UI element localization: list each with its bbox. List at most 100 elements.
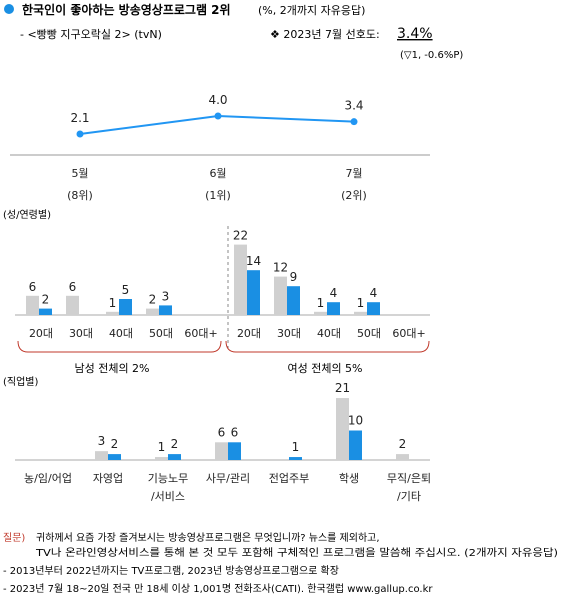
gender-bar-value: 9 xyxy=(290,270,298,284)
gender-bar xyxy=(39,308,52,315)
gender-bar-value: 6 xyxy=(69,280,77,294)
occupation-bar-value: 6 xyxy=(218,425,226,439)
occupation-tick-label: 자영업 xyxy=(93,472,123,485)
occupation-bar xyxy=(396,454,409,460)
rank-sublabel: (8위) xyxy=(67,189,93,202)
female-total-label: 여성 전체의 5% xyxy=(287,362,362,375)
occupation-bar-value: 21 xyxy=(335,381,350,395)
gender-bar-value: 6 xyxy=(29,280,37,294)
footnote-2: - 2023년 7월 18~20일 전국 만 18세 이상 1,001명 전화조… xyxy=(3,583,433,595)
gender-bar-value: 1 xyxy=(317,296,325,310)
age-tick-label: 40대 xyxy=(109,327,133,340)
gender-bar-value: 3 xyxy=(162,289,170,303)
preference-value: 3.4% xyxy=(397,26,433,42)
question-line-2: TV나 온라인영상서비스를 통해 본 것 모두 포함해 구체적인 프로그램을 말… xyxy=(35,546,558,559)
occupation-tick-label: 농/임/어업 xyxy=(24,472,72,485)
gender-bar xyxy=(367,302,380,315)
gender-bar xyxy=(274,276,287,315)
gender-bar-value: 4 xyxy=(330,286,338,300)
occupation-bar-value: 10 xyxy=(348,414,363,428)
gender-bar-value: 2 xyxy=(149,293,157,307)
trend-value-label: 2.1 xyxy=(70,111,89,125)
age-tick-label: 20대 xyxy=(29,327,53,340)
occupation-bar xyxy=(289,457,302,460)
question-label: 질문) xyxy=(3,532,25,544)
occupation-tick-label-cont: /서비스 xyxy=(151,490,185,503)
occupation-section-label: (직업별) xyxy=(3,375,39,388)
gender-bar-value: 5 xyxy=(122,283,130,297)
age-tick-label: 20대 xyxy=(237,327,261,340)
preference-label: ❖ 2023년 7월 선호도: xyxy=(270,28,380,41)
occupation-tick-label: 학생 xyxy=(339,472,359,485)
gender-bar xyxy=(119,299,132,315)
occupation-bar xyxy=(228,442,241,460)
gender-bar xyxy=(159,305,172,315)
program-name: - <빵빵 지구오락실 2> (tvN) xyxy=(20,28,162,41)
occupation-bar xyxy=(336,398,349,460)
chart-title-note: (%, 2개까지 자유응답) xyxy=(258,4,365,17)
gender-age-section-label: (성/연령별) xyxy=(3,209,51,221)
gender-bar-value: 12 xyxy=(273,261,288,275)
trend-point-1 xyxy=(214,112,222,120)
occupation-bar xyxy=(108,454,121,460)
rank-sublabel: (2위) xyxy=(341,189,367,202)
occupation-bar-value: 2 xyxy=(399,437,407,451)
age-tick-label: 60대+ xyxy=(184,327,217,340)
chart-title: 한국인이 좋아하는 방송영상프로그램 2위 xyxy=(22,2,231,17)
gender-bar xyxy=(287,286,300,315)
gender-bar xyxy=(66,295,79,315)
age-tick-label: 30대 xyxy=(69,327,93,340)
occupation-bar-value: 6 xyxy=(231,425,239,439)
gender-bar-value: 4 xyxy=(370,286,378,300)
occupation-tick-label: 무직/은퇴 xyxy=(387,472,431,485)
occupation-tick-label: 사무/관리 xyxy=(206,472,250,485)
rank-sublabel: (1위) xyxy=(205,189,231,202)
line-chart: 2.1 5월 (8위) 4.0 6월 (1위) 3.4 7월 (2위) xyxy=(67,93,367,202)
gender-bar xyxy=(314,311,327,315)
gender-bar xyxy=(146,308,159,315)
month-tick-label: 7월 xyxy=(345,167,362,180)
occupation-bar xyxy=(215,442,228,460)
age-tick-label: 50대 xyxy=(357,327,381,340)
gender-bar-value: 14 xyxy=(246,254,261,268)
occupation-bar xyxy=(95,451,108,460)
occupation-bar-value: 3 xyxy=(98,434,106,448)
gender-bar-value: 2 xyxy=(42,293,50,307)
gender-bar-value: 1 xyxy=(357,296,365,310)
gender-bar xyxy=(354,311,367,315)
footnote-1: - 2013년부터 2022년까지는 TV프로그램, 2023년 방송영상프로그… xyxy=(3,565,339,577)
occupation-bar-value: 1 xyxy=(292,440,300,454)
month-tick-label: 5월 xyxy=(71,167,88,180)
trend-value-label: 3.4 xyxy=(344,99,363,113)
occupation-bar xyxy=(155,457,168,460)
title-bullet-icon xyxy=(4,4,14,14)
age-tick-label: 40대 xyxy=(317,327,341,340)
gender-bar xyxy=(26,295,39,315)
occupation-bar xyxy=(349,430,362,460)
age-tick-label: 60대+ xyxy=(392,327,425,340)
occupation-tick-label: 기능노무 xyxy=(148,472,188,485)
age-tick-label: 50대 xyxy=(149,327,173,340)
male-total-label: 남성 전체의 2% xyxy=(74,362,149,375)
trend-point-2 xyxy=(350,118,358,126)
gender-bar xyxy=(327,302,340,315)
occupation-bar-value: 2 xyxy=(171,437,179,451)
group-brace xyxy=(225,340,430,353)
trend-point-0 xyxy=(76,130,84,138)
occupation-tick-label: 전업주부 xyxy=(269,472,309,485)
gender-bar-value: 1 xyxy=(109,296,117,310)
occupation-bar-value: 1 xyxy=(158,440,166,454)
gender-bar xyxy=(247,270,260,315)
gender-bar xyxy=(234,244,247,315)
trend-value-label: 4.0 xyxy=(208,93,227,107)
group-brace xyxy=(17,340,222,353)
gender-bar-value: 22 xyxy=(233,229,248,243)
occupation-tick-label-cont: /기타 xyxy=(397,490,421,503)
question-line-1: 귀하께서 요즘 가장 즐겨보시는 방송영상프로그램은 무엇입니까? 뉴스를 제외… xyxy=(36,531,380,544)
gender-bar xyxy=(106,311,119,315)
occupation-bar-value: 2 xyxy=(111,437,119,451)
month-tick-label: 6월 xyxy=(209,167,226,180)
